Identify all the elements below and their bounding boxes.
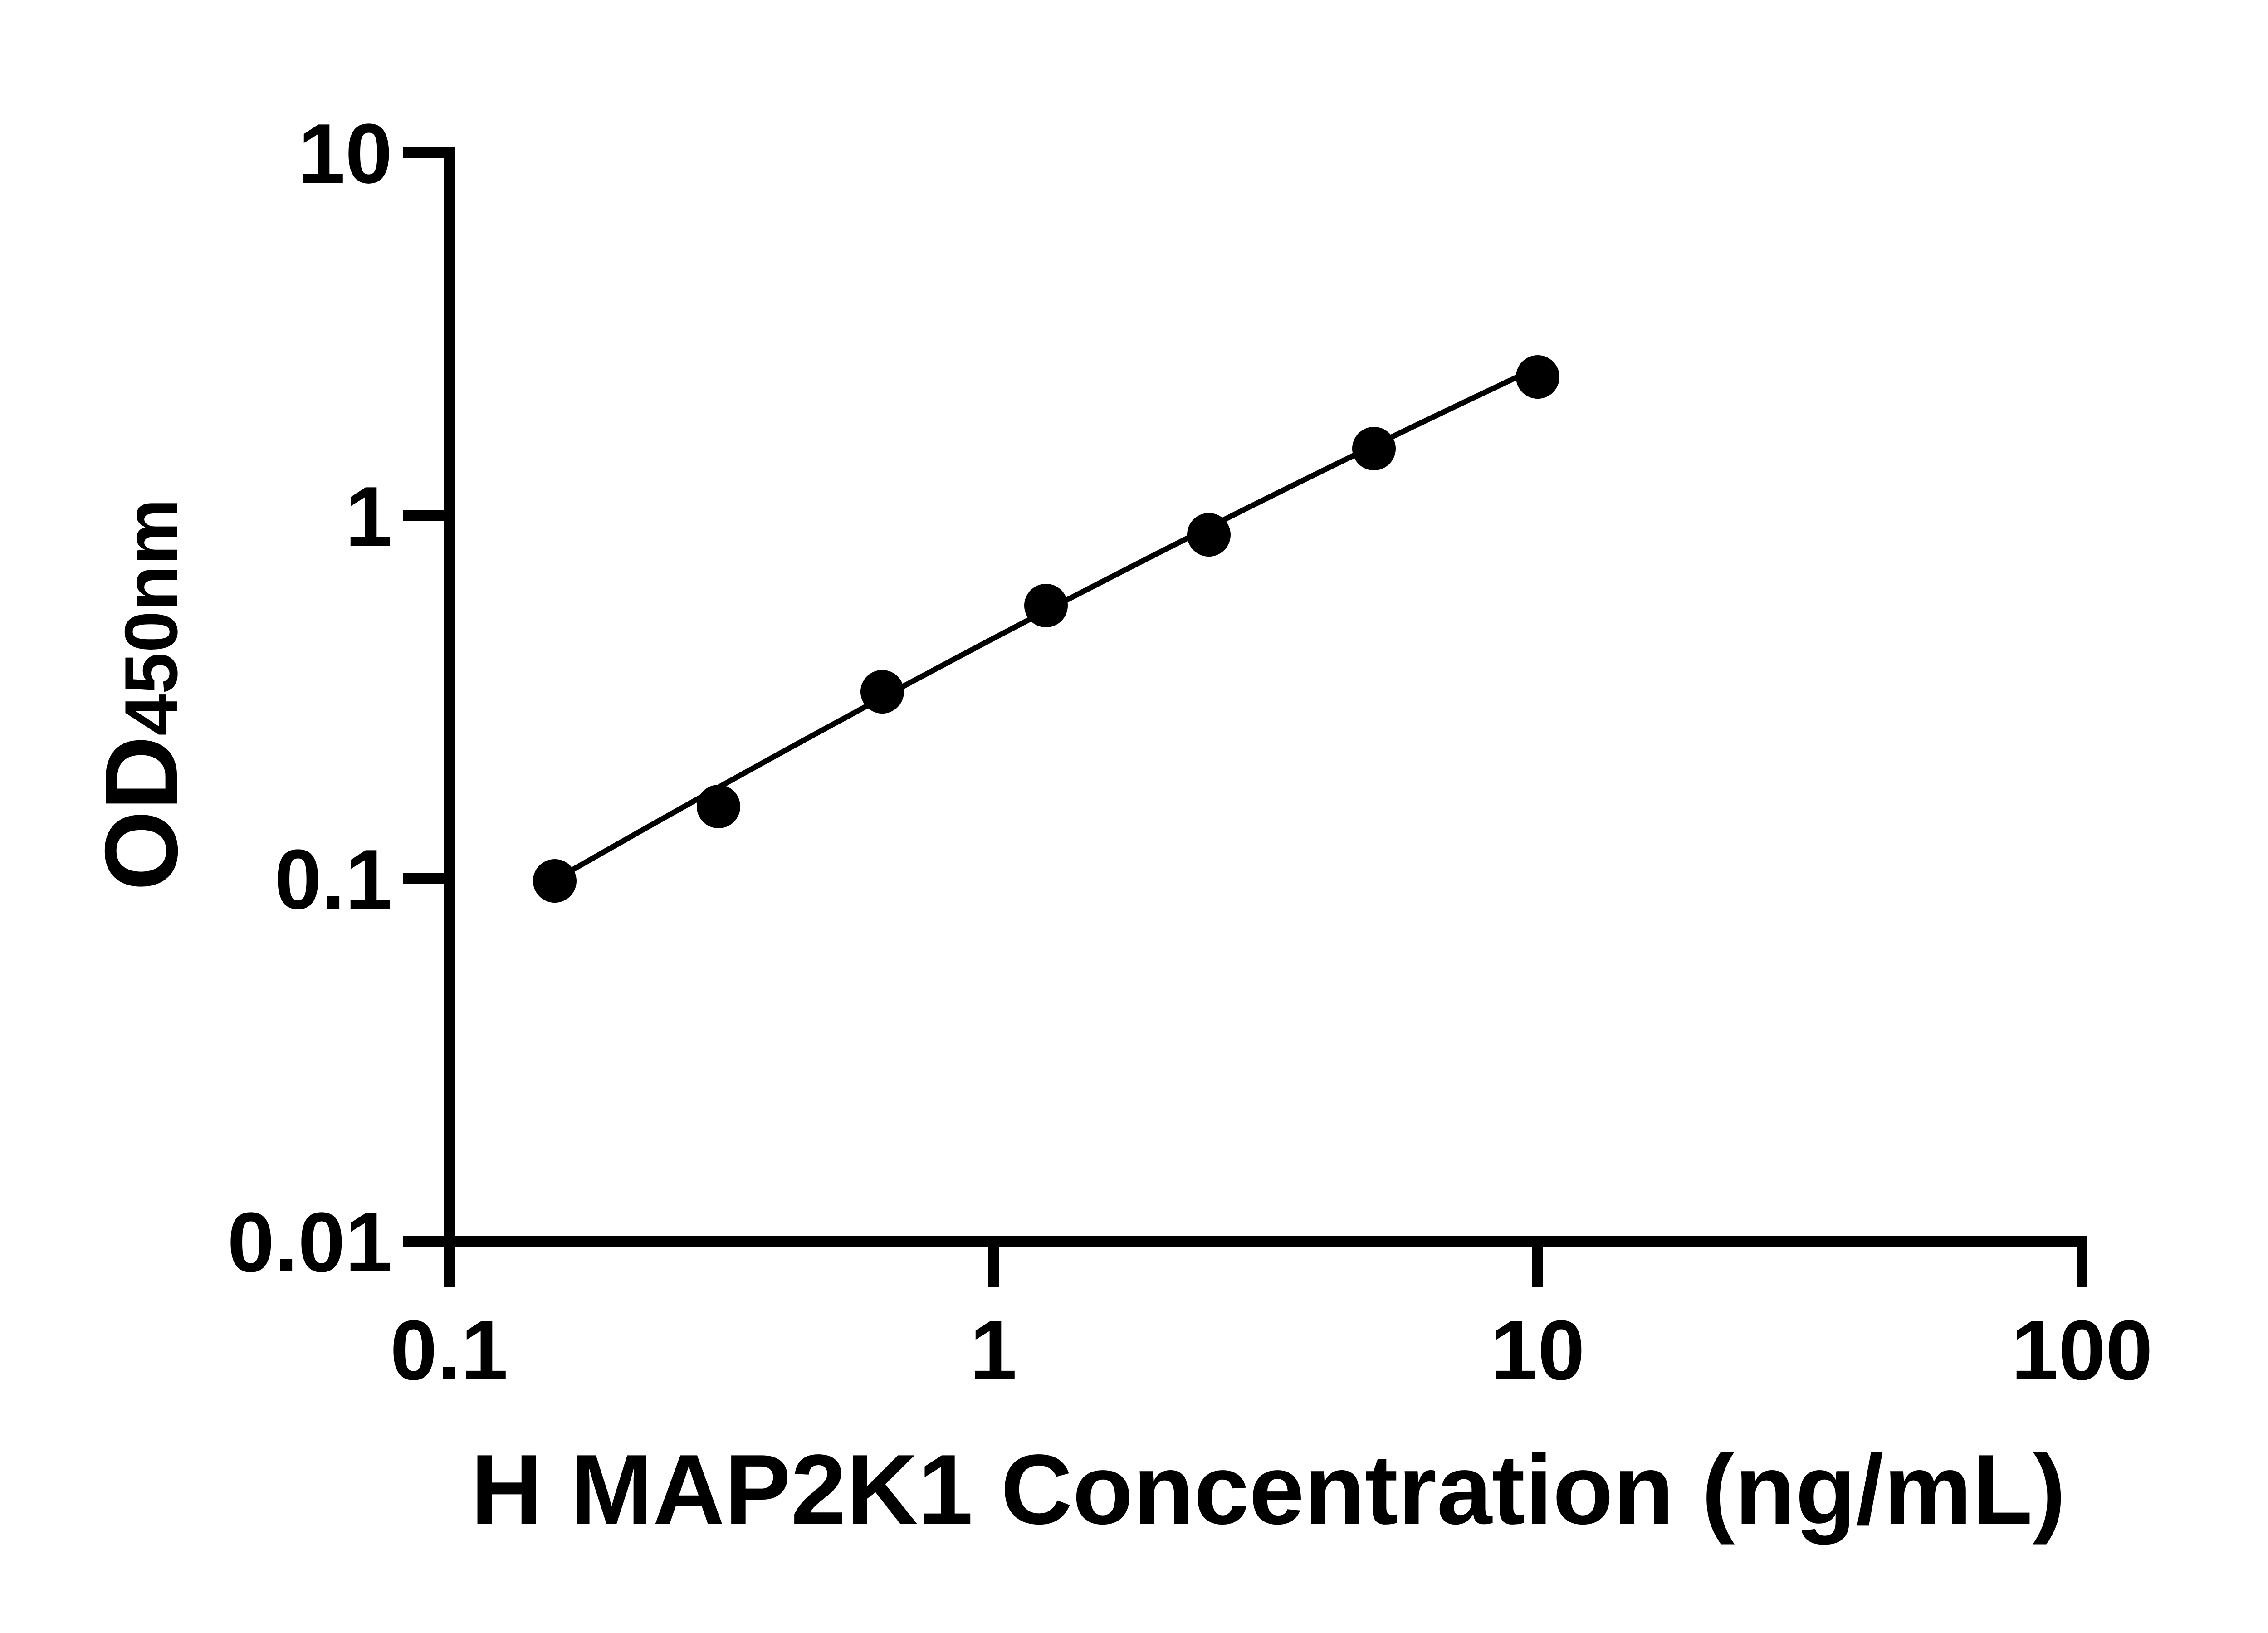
svg-text:0.01: 0.01 xyxy=(227,1195,392,1290)
svg-text:10: 10 xyxy=(298,106,392,201)
svg-text:1: 1 xyxy=(970,1303,1017,1398)
svg-text:1: 1 xyxy=(345,469,392,564)
svg-text:100: 100 xyxy=(2011,1303,2153,1398)
svg-text:OD450nm: OD450nm xyxy=(84,499,199,891)
svg-text:0.1: 0.1 xyxy=(390,1303,508,1398)
svg-text:0.1: 0.1 xyxy=(274,832,392,927)
svg-text:H MAP2K1 Concentration (ng/mL): H MAP2K1 Concentration (ng/mL) xyxy=(471,1434,2066,1545)
svg-text:10: 10 xyxy=(1491,1303,1585,1398)
